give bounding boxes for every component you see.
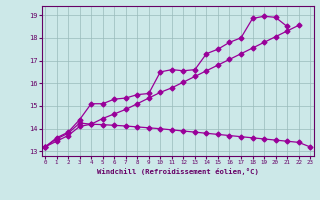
X-axis label: Windchill (Refroidissement éolien,°C): Windchill (Refroidissement éolien,°C) [97, 168, 259, 175]
